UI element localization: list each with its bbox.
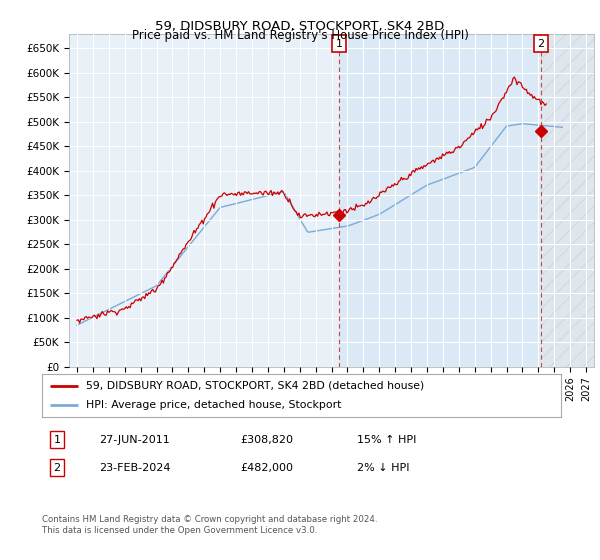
Text: Price paid vs. HM Land Registry's House Price Index (HPI): Price paid vs. HM Land Registry's House … (131, 29, 469, 42)
Bar (339, 34, 541, 367)
Text: This data is licensed under the Open Government Licence v3.0.: This data is licensed under the Open Gov… (42, 526, 317, 535)
Text: 59, DIDSBURY ROAD, STOCKPORT, SK4 2BD: 59, DIDSBURY ROAD, STOCKPORT, SK4 2BD (155, 20, 445, 32)
Text: 1: 1 (53, 435, 61, 445)
Text: 2: 2 (53, 463, 61, 473)
Text: HPI: Average price, detached house, Stockport: HPI: Average price, detached house, Stoc… (86, 400, 341, 410)
Text: 59, DIDSBURY ROAD, STOCKPORT, SK4 2BD (detached house): 59, DIDSBURY ROAD, STOCKPORT, SK4 2BD (d… (86, 381, 424, 391)
Text: £482,000: £482,000 (240, 463, 293, 473)
Text: Contains HM Land Registry data © Crown copyright and database right 2024.: Contains HM Land Registry data © Crown c… (42, 515, 377, 524)
Text: 23-FEB-2024: 23-FEB-2024 (99, 463, 170, 473)
Text: £308,820: £308,820 (240, 435, 293, 445)
Text: 27-JUN-2011: 27-JUN-2011 (99, 435, 170, 445)
Bar (541, 34, 594, 367)
Text: 15% ↑ HPI: 15% ↑ HPI (357, 435, 416, 445)
Text: 1: 1 (336, 39, 343, 49)
Text: 2% ↓ HPI: 2% ↓ HPI (357, 463, 409, 473)
Text: 2: 2 (537, 39, 544, 49)
